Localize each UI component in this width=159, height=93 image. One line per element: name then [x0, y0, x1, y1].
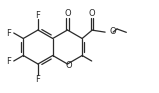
Text: O: O: [109, 27, 116, 36]
Text: F: F: [36, 11, 40, 20]
Text: O: O: [89, 9, 95, 18]
Text: O: O: [64, 8, 71, 17]
Text: F: F: [6, 28, 11, 37]
Text: F: F: [36, 74, 40, 84]
Text: F: F: [6, 57, 11, 65]
Text: O: O: [65, 61, 72, 69]
